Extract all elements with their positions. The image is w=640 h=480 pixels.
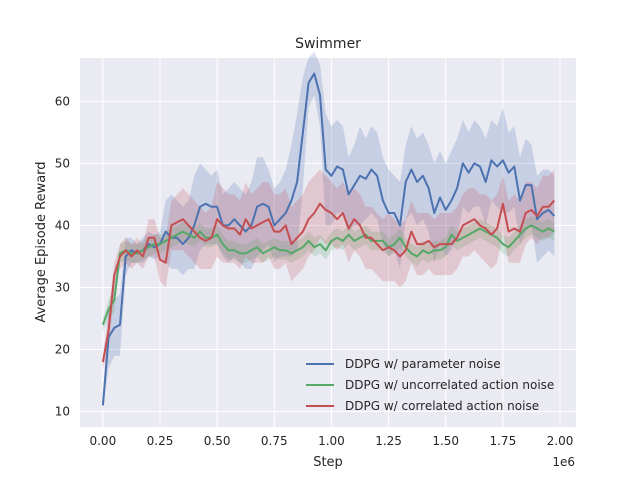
x-tick-label: 1.75 [489,434,516,448]
y-tick-label: 30 [55,280,70,294]
series-line-correlated-noise [101,199,556,363]
series-line-uncorrelated-noise [101,224,555,326]
grid [80,58,576,427]
x-tick-label: 0.75 [261,434,288,448]
chart-title: Swimmer [295,36,361,52]
x-axis-label: Step [313,455,343,470]
legend-label-uncorrelated-noise: DDPG w/ uncorrelated action noise [345,378,554,392]
legend-label-correlated-noise: DDPG w/ correlated action noise [345,399,539,413]
x-tick-label: 0.25 [147,434,174,448]
y-axis-label: Average Episode Reward [34,161,49,322]
x-axis-ticks: 0.00 0.25 0.50 0.75 1.00 1.25 1.50 1.75 2.00 [89,434,573,448]
x-axis-offset-label: 1e6 [552,455,575,469]
legend-label-parameter-noise: DDPG w/ parameter noise [345,357,501,371]
y-tick-label: 20 [55,342,70,356]
x-tick-label: 2.00 [547,434,574,448]
y-tick-label: 50 [55,156,70,170]
y-tick-label: 60 [55,94,70,108]
series-lines [101,72,556,406]
series-line-parameter-noise [101,72,556,406]
x-tick-label: 0.00 [89,434,116,448]
x-tick-label: 1.25 [375,434,402,448]
legend: DDPG w/ parameter noise DDPG w/ uncorrel… [306,357,554,413]
x-tick-label: 0.50 [204,434,231,448]
band-correlated-noise [102,169,555,369]
y-tick-label: 10 [55,404,70,418]
y-tick-label: 40 [55,218,70,232]
x-tick-label: 1.00 [318,434,345,448]
x-tick-label: 1.50 [432,434,459,448]
y-axis-ticks: 10 20 30 40 50 60 [55,94,70,418]
